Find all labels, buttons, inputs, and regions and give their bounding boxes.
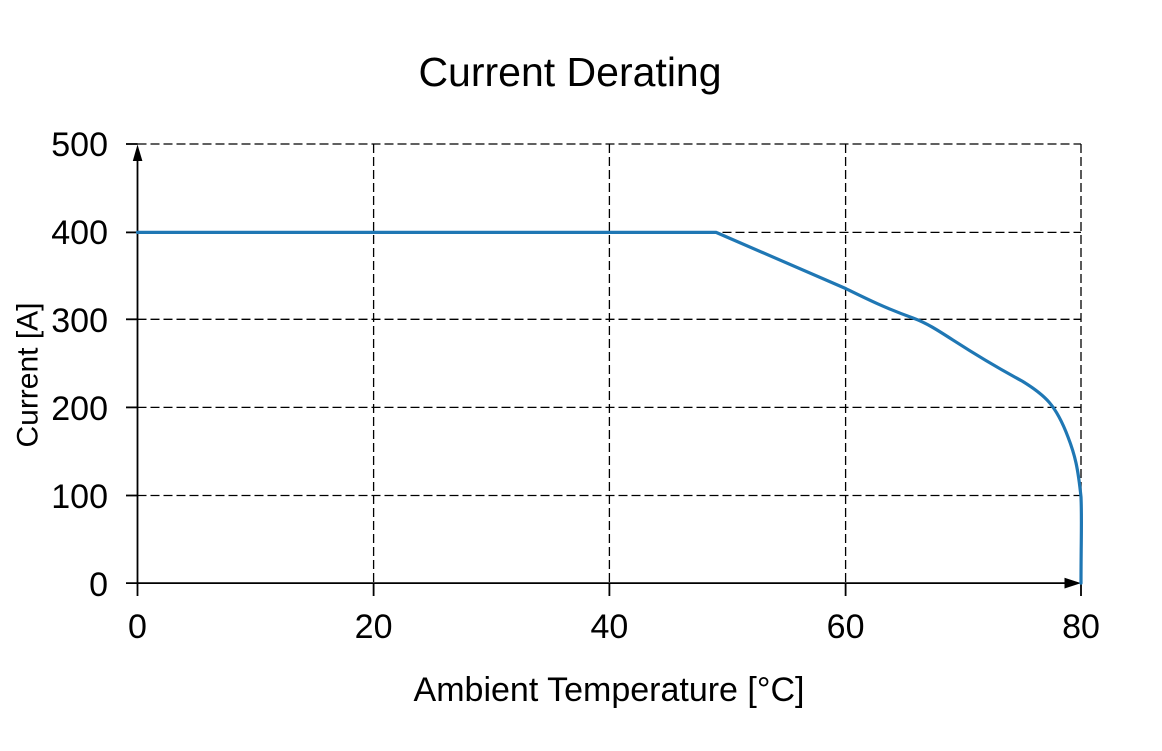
svg-text:0: 0 (128, 608, 147, 646)
svg-text:0: 0 (89, 566, 108, 604)
svg-text:Current [A]: Current [A] (12, 302, 45, 447)
svg-text:500: 500 (51, 126, 108, 164)
svg-text:Current Derating: Current Derating (418, 49, 721, 95)
svg-text:200: 200 (51, 390, 108, 428)
svg-text:100: 100 (51, 478, 108, 516)
svg-text:Ambient Temperature [°C]: Ambient Temperature [°C] (414, 671, 805, 709)
svg-text:40: 40 (590, 608, 628, 646)
svg-text:80: 80 (1062, 608, 1100, 646)
svg-text:300: 300 (51, 302, 108, 340)
svg-text:400: 400 (51, 214, 108, 252)
svg-text:60: 60 (827, 608, 865, 646)
svg-text:20: 20 (355, 608, 393, 646)
